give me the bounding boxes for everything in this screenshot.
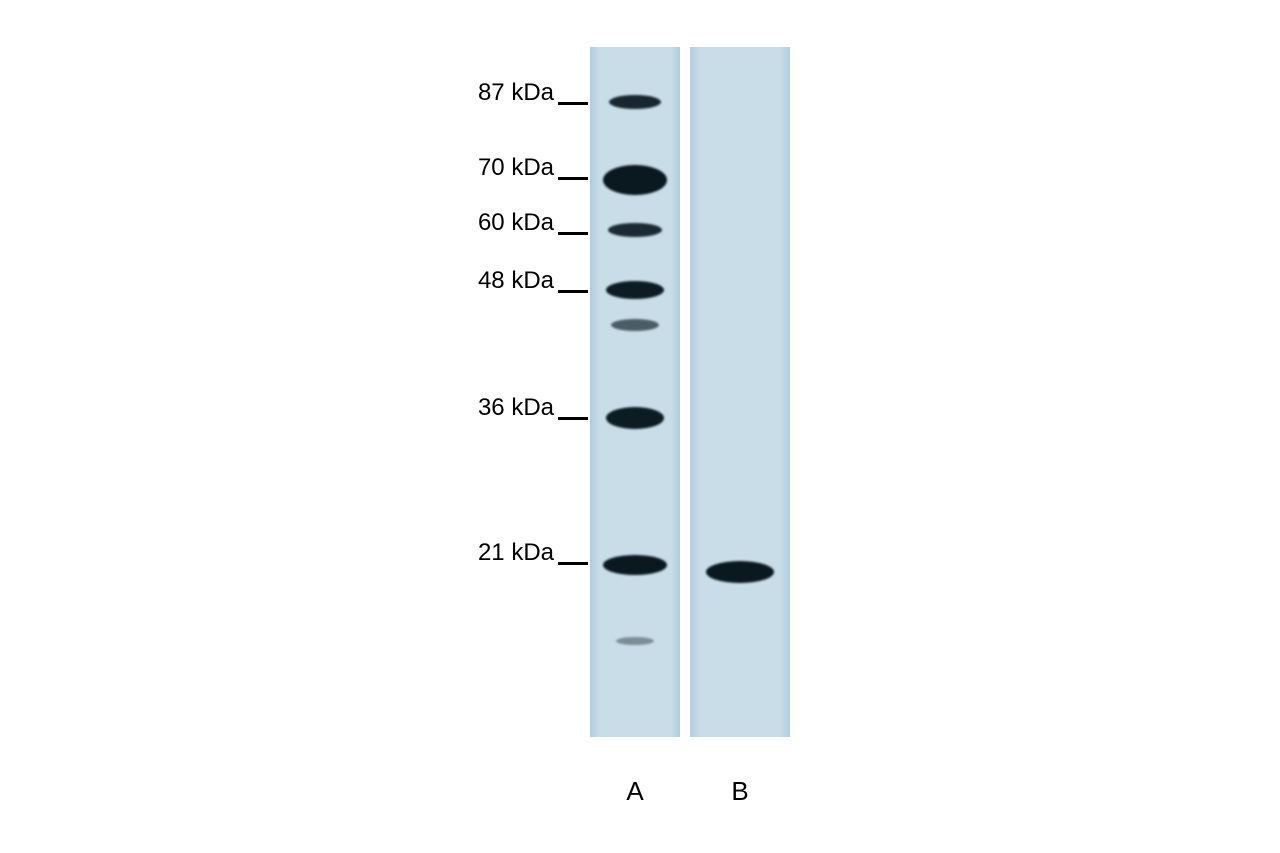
marker-label: 60 kDa — [478, 209, 588, 239]
marker-text: 48 kDa — [478, 267, 554, 297]
blot-band — [603, 165, 667, 195]
lane-a-label: A — [590, 776, 680, 807]
blot-band — [611, 319, 659, 331]
blot-band — [616, 637, 654, 645]
marker-text: 21 kDa — [478, 539, 554, 569]
blot-band — [606, 407, 664, 429]
lane-b-label: B — [690, 776, 790, 807]
marker-label: 36 kDa — [478, 394, 588, 424]
lane-a — [590, 47, 680, 737]
marker-tick-icon — [558, 102, 588, 105]
marker-text: 36 kDa — [478, 394, 554, 424]
western-blot-figure: 87 kDa 70 kDa 60 kDa 48 kDa 36 kDa 21 kDa A B — [340, 47, 940, 807]
blot-lanes-area — [590, 47, 790, 737]
marker-text: 87 kDa — [478, 79, 554, 109]
marker-text: 60 kDa — [478, 209, 554, 239]
marker-tick-icon — [558, 290, 588, 293]
blot-band — [606, 281, 664, 299]
marker-label: 48 kDa — [478, 267, 588, 297]
lane-b — [690, 47, 790, 737]
lane-labels: A B — [590, 776, 790, 807]
blot-band — [609, 95, 661, 109]
marker-tick-icon — [558, 417, 588, 420]
marker-label: 87 kDa — [478, 79, 588, 109]
blot-band — [603, 555, 667, 575]
marker-tick-icon — [558, 562, 588, 565]
blot-band — [608, 223, 662, 237]
marker-label: 70 kDa — [478, 154, 588, 184]
marker-label: 21 kDa — [478, 539, 588, 569]
marker-tick-icon — [558, 177, 588, 180]
blot-band — [706, 561, 774, 583]
marker-tick-icon — [558, 232, 588, 235]
marker-text: 70 kDa — [478, 154, 554, 184]
